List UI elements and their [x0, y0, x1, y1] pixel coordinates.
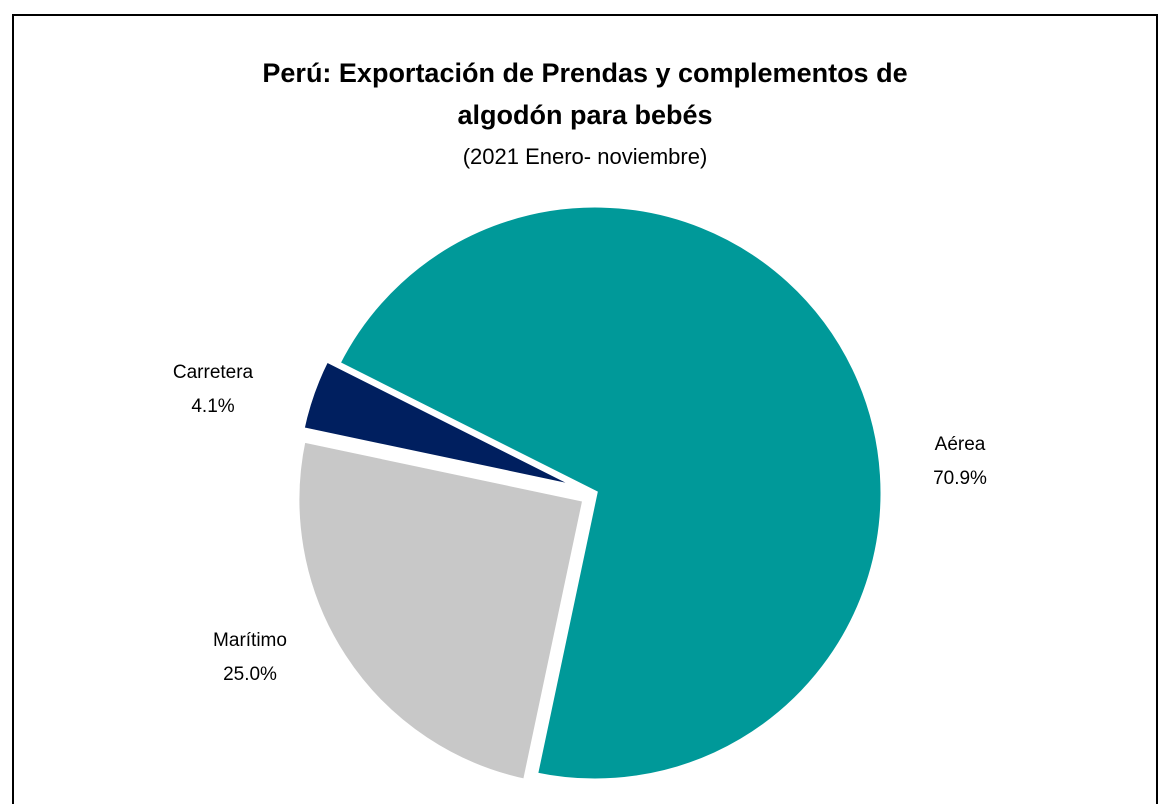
chart-title: Perú: Exportación de Prendas y complemen… [262, 58, 908, 130]
pie-slice [294, 436, 588, 785]
chart-subtitle: (2021 Enero- noviembre) [462, 144, 708, 169]
slice-label: Marítimo [213, 630, 287, 651]
slice-value-label: 25.0% [223, 664, 277, 685]
chart-frame [12, 14, 1158, 804]
slice-value-label: 4.1% [191, 396, 234, 417]
slice-value-label: 70.9% [933, 468, 987, 489]
pie-slice [334, 202, 886, 784]
slice-label: Carretera [173, 362, 254, 383]
pie-slice [298, 356, 585, 492]
slice-label: Aérea [935, 434, 986, 455]
